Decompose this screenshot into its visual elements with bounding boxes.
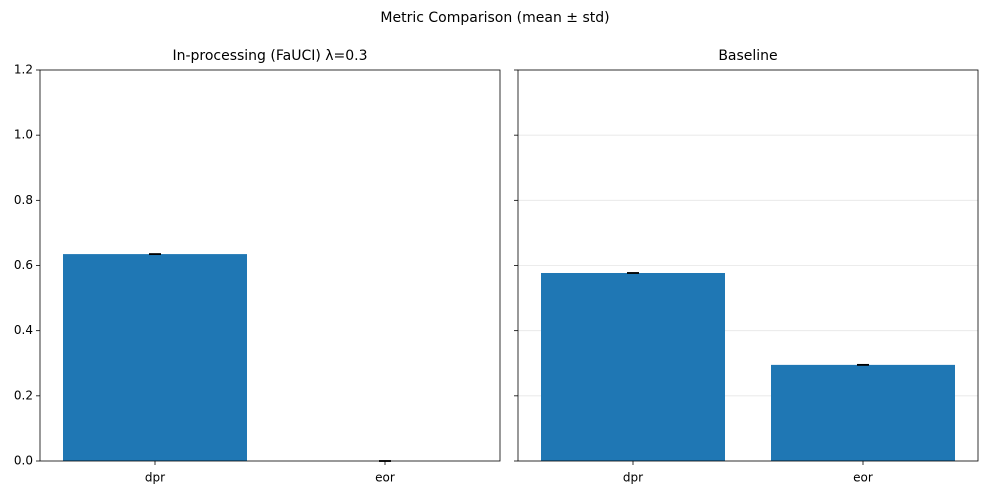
- x-tick-label: dpr: [145, 471, 165, 485]
- y-tick-label: 0.4: [14, 323, 33, 337]
- y-tick-label: 0.8: [14, 193, 33, 207]
- axes-title: In-processing (FaUCI) λ=0.3: [172, 48, 367, 64]
- error-bar: [627, 272, 639, 274]
- x-tick-label: dpr: [623, 471, 643, 485]
- axes-frame: [39, 69, 501, 462]
- bar: [63, 254, 247, 461]
- error-bar: [149, 253, 161, 256]
- error-bar: [857, 363, 869, 366]
- bar: [541, 272, 725, 461]
- y-tick-label: 0.6: [14, 258, 33, 272]
- axes-title: Baseline: [718, 48, 777, 64]
- y-tick-label: 0.0: [14, 454, 33, 468]
- x-tick-label: eor: [375, 471, 395, 485]
- x-tick-label: eor: [853, 471, 873, 485]
- y-tick-label: 1.2: [14, 63, 33, 77]
- axes-frame: [517, 69, 979, 462]
- y-tick-label: 0.2: [14, 388, 33, 402]
- figure-title: Metric Comparison (mean ± std): [380, 10, 609, 26]
- y-tick-label: 1.0: [14, 128, 33, 142]
- bar: [771, 364, 955, 461]
